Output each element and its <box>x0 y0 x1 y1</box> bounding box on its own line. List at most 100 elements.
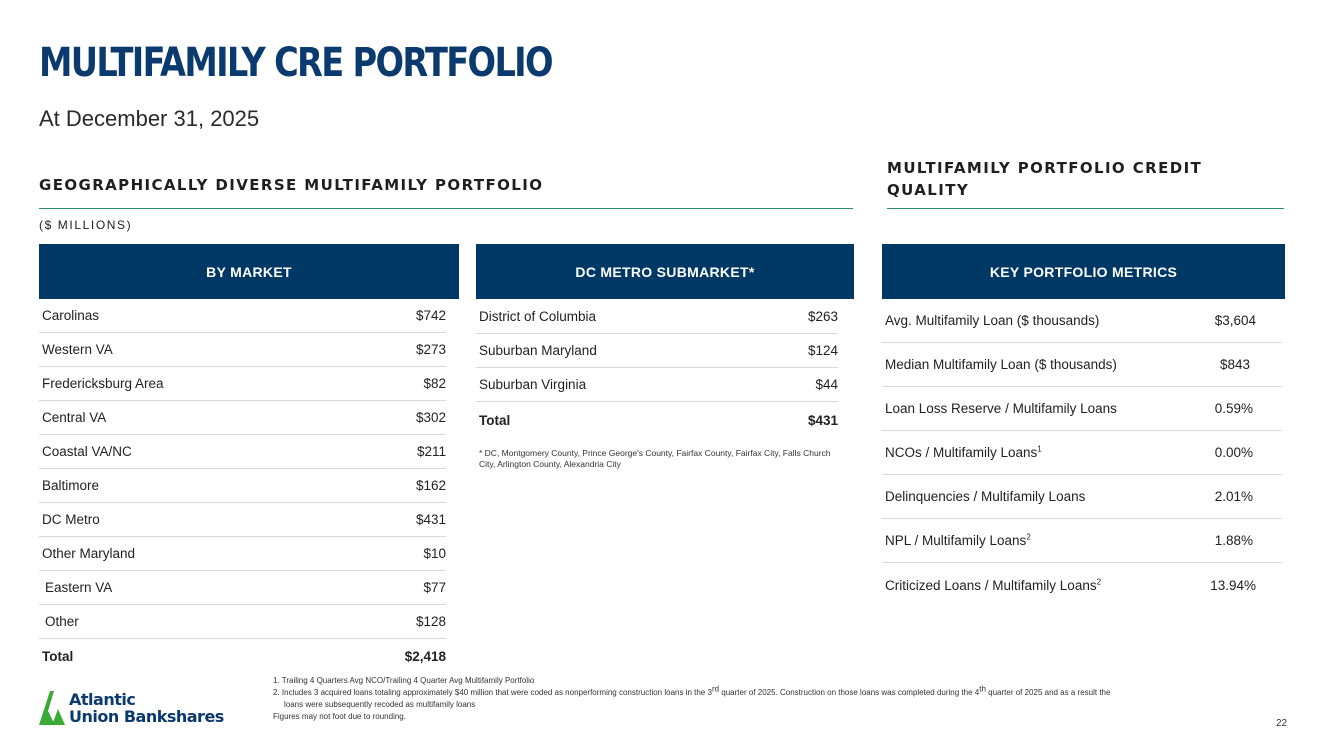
metric-label: Delinquencies / Multifamily Loans <box>882 489 1085 504</box>
table-row: Delinquencies / Multifamily Loans 2.01% <box>882 475 1282 519</box>
metric-label-text: NCOs / Multifamily Loans <box>885 445 1038 460</box>
metric-value: 0.59% <box>1214 401 1253 416</box>
key-metrics-table: Avg. Multifamily Loan ($ thousands) $3,60… <box>882 299 1282 607</box>
key-metrics-header: KEY PORTFOLIO METRICS <box>882 244 1285 299</box>
row-label: Central VA <box>42 410 107 425</box>
table-row: Baltimore $162 <box>39 469 446 503</box>
row-label: Carolinas <box>42 308 100 323</box>
row-value: $10 <box>423 546 446 561</box>
by-market-table: Carolinas $742 Western VA $273 Fredericksb… <box>39 299 446 673</box>
dc-metro-table: District of Columbia $263 Suburban Maryla… <box>476 300 838 438</box>
page-title: MULTIFAMILY CRE PORTFOLIO <box>39 40 554 86</box>
metric-value: 0.00% <box>1214 445 1253 460</box>
metric-label: Avg. Multifamily Loan ($ thousands) <box>882 313 1099 328</box>
metric-label: NCOs / Multifamily Loans1 <box>882 445 1042 460</box>
row-label: Other <box>45 614 79 629</box>
left-section-heading: GEOGRAPHICALLY DIVERSE MULTIFAMILY PORTF… <box>39 176 544 194</box>
table-row: Loan Loss Reserve / Multifamily Loans 0.5… <box>882 387 1282 431</box>
page-subtitle: At December 31, 2025 <box>39 106 260 131</box>
table-row: Coastal VA/NC $211 <box>39 435 446 469</box>
metric-value: $3,604 <box>1214 313 1256 328</box>
table-total-row: Total $431 <box>476 402 838 438</box>
table-row: Fredericksburg Area $82 <box>39 367 446 401</box>
row-value: $77 <box>423 580 446 595</box>
metric-label: Median Multifamily Loan ($ thousands) <box>882 357 1117 372</box>
right-section-heading: MULTIFAMILY PORTFOLIO CREDIT QUALITY <box>887 157 1202 201</box>
row-label: Coastal VA/NC <box>42 444 132 459</box>
row-value: $128 <box>415 614 446 629</box>
row-label: District of Columbia <box>479 309 597 324</box>
row-label: Baltimore <box>42 478 100 493</box>
table-row: Western VA $273 <box>39 333 446 367</box>
metric-label: Criticized Loans / Multifamily Loans2 <box>882 578 1101 593</box>
table-row: Central VA $302 <box>39 401 446 435</box>
metric-label-text: Criticized Loans / Multifamily Loans <box>885 577 1097 593</box>
total-label: Total <box>42 648 74 664</box>
row-value: $44 <box>815 377 838 392</box>
total-value: $2,418 <box>404 648 446 664</box>
table-row: DC Metro $431 <box>39 503 446 537</box>
footnotes: 1. Trailing 4 Quarters Avg NCO/Trailing … <box>273 675 1248 723</box>
row-label: Western VA <box>42 342 113 357</box>
right-section-divider <box>887 208 1284 209</box>
table-row: Other Maryland $10 <box>39 537 446 571</box>
metric-label-text: Median Multifamily Loan ($ thousands) <box>885 357 1117 372</box>
row-label: Fredericksburg Area <box>42 376 164 391</box>
table-row: Criticized Loans / Multifamily Loans2 13.… <box>882 563 1282 607</box>
table-row: Carolinas $742 <box>39 299 446 333</box>
footnote-2: 2. Includes 3 acquired loans totaling ap… <box>273 684 1248 698</box>
dc-metro-header: DC METRO SUBMARKET* <box>476 244 854 299</box>
total-label: Total <box>479 412 511 428</box>
metric-label-text: Delinquencies / Multifamily Loans <box>885 489 1086 504</box>
dc-metro-footnote: * DC, Montgomery County, Prince George's… <box>479 448 831 469</box>
row-value: $211 <box>416 444 446 459</box>
table-row: Median Multifamily Loan ($ thousands) $84… <box>882 343 1282 387</box>
row-value: $162 <box>415 478 446 493</box>
footnote-marker: 2 <box>1026 532 1031 542</box>
footnote-2-part-a: 2. Includes 3 acquired loans totaling ap… <box>273 688 712 697</box>
metric-label-text: NPL / Multifamily Loans <box>885 533 1027 548</box>
logo-wordmark: Atlantic Union Bankshares <box>69 691 224 725</box>
metric-label: NPL / Multifamily Loans2 <box>882 533 1031 548</box>
row-value: $742 <box>415 308 446 323</box>
table-row: Avg. Multifamily Loan ($ thousands) $3,60… <box>882 299 1282 343</box>
metric-label-text: Loan Loss Reserve / Multifamily Loans <box>885 401 1117 416</box>
metric-value: $843 <box>1219 357 1250 372</box>
table-row: Suburban Maryland $124 <box>476 334 838 368</box>
ordinal-suffix: rd <box>711 684 720 694</box>
footnote-2-part-b: quarter of 2025. Construction on those l… <box>719 688 980 697</box>
logo-line1: Atlantic <box>69 690 136 709</box>
table-row: Other $128 <box>39 605 446 639</box>
footnote-2-part-c: quarter of 2025 and as a result the <box>985 688 1111 697</box>
table-total-row: Total $2,418 <box>39 639 446 673</box>
units-label: ($ MILLIONS) <box>39 218 133 232</box>
row-label: Other Maryland <box>42 546 136 561</box>
footnote-1: 1. Trailing 4 Quarters Avg NCO/Trailing … <box>273 676 535 685</box>
rounding-note: Figures may not foot due to rounding. <box>273 712 406 721</box>
company-logo: Atlantic Union Bankshares <box>39 691 224 725</box>
metric-label-text: Avg. Multifamily Loan ($ thousands) <box>885 313 1100 328</box>
table-row: Eastern VA $77 <box>39 571 446 605</box>
row-value: $273 <box>415 342 446 357</box>
ordinal-suffix: th <box>979 684 986 694</box>
left-section-divider <box>39 208 853 209</box>
row-value: $431 <box>415 512 446 527</box>
metric-value: 2.01% <box>1214 489 1253 504</box>
total-value: $431 <box>807 412 838 428</box>
right-heading-line1: MULTIFAMILY PORTFOLIO CREDIT <box>887 159 1203 177</box>
footnote-2-continued: loans were subsequently recoded as multi… <box>284 700 476 709</box>
page-number: 22 <box>1276 718 1288 729</box>
footnote-marker: 2 <box>1096 577 1102 586</box>
row-value: $263 <box>807 309 838 324</box>
logo-mark-icon <box>39 691 65 725</box>
table-row: NPL / Multifamily Loans2 1.88% <box>882 519 1282 563</box>
row-label: DC Metro <box>42 512 100 527</box>
row-value: $82 <box>423 376 446 391</box>
table-row: District of Columbia $263 <box>476 300 838 334</box>
logo-line2: Union Bankshares <box>69 707 224 726</box>
metric-value: 13.94% <box>1210 577 1256 593</box>
metric-label: Loan Loss Reserve / Multifamily Loans <box>882 401 1117 416</box>
row-label: Eastern VA <box>45 580 113 595</box>
table-row: NCOs / Multifamily Loans1 0.00% <box>882 431 1282 475</box>
by-market-header: BY MARKET <box>39 244 459 299</box>
